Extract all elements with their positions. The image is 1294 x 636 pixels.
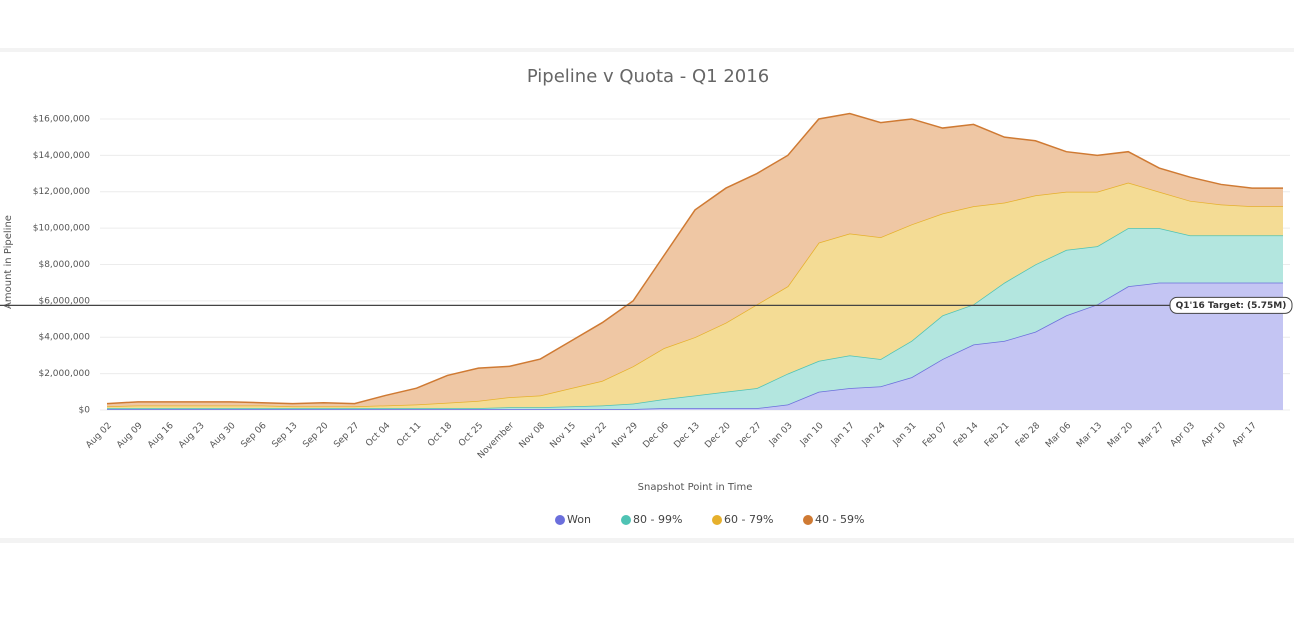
target-label-box bbox=[1169, 296, 1293, 314]
x-tick-label: Sep 27 bbox=[332, 421, 361, 450]
area bbox=[107, 113, 1283, 407]
x-tick-label: Sep 06 bbox=[239, 421, 268, 450]
x-tick-label: Nov 29 bbox=[610, 421, 640, 451]
x-tick-label: Aug 16 bbox=[146, 421, 176, 451]
x-tick-label: Apr 17 bbox=[1231, 421, 1259, 449]
x-axis-title: Snapshot Point in Time bbox=[638, 482, 753, 493]
panel-bottom bbox=[0, 538, 1294, 543]
y-tick-label: $12,000,000 bbox=[33, 187, 91, 197]
y-tick-label: $16,000,000 bbox=[33, 114, 91, 124]
y-axis-title: Amount in Pipeline bbox=[3, 215, 14, 309]
legend-marker bbox=[555, 515, 565, 525]
legend-label: Won bbox=[567, 513, 591, 526]
y-tick-label: $2,000,000 bbox=[38, 369, 90, 379]
legend-marker bbox=[712, 515, 722, 525]
x-tick-label: Aug 02 bbox=[84, 421, 114, 451]
x-tick-label: Oct 04 bbox=[364, 421, 392, 449]
x-tick-label: Nov 08 bbox=[518, 421, 548, 451]
x-tick-label: Dec 13 bbox=[672, 421, 702, 451]
x-tick-label: Oct 25 bbox=[457, 421, 485, 449]
y-tick-label: $0 bbox=[79, 406, 91, 416]
x-tick-label: Mar 06 bbox=[1044, 421, 1073, 450]
x-tick-label: Sep 13 bbox=[270, 421, 299, 450]
y-tick-label: $4,000,000 bbox=[38, 333, 90, 343]
x-tick-label: Dec 06 bbox=[641, 421, 671, 451]
x-tick-label: Jan 17 bbox=[829, 421, 857, 449]
y-tick-label: $14,000,000 bbox=[33, 151, 91, 161]
x-tick-label: Apr 10 bbox=[1200, 421, 1228, 449]
x-tick-label: Oct 18 bbox=[426, 421, 454, 449]
x-tick-label: Apr 03 bbox=[1169, 421, 1197, 449]
legend-label: 40 - 59% bbox=[815, 513, 864, 526]
x-tick-label: Oct 11 bbox=[395, 421, 423, 449]
legend-label: 80 - 99% bbox=[633, 513, 682, 526]
x-tick-label: Nov 15 bbox=[548, 421, 578, 451]
legend-label: 60 - 79% bbox=[724, 513, 773, 526]
x-tick-label: Dec 20 bbox=[703, 421, 733, 451]
x-tick-label: Feb 21 bbox=[983, 421, 1011, 449]
x-tick-label: Jan 31 bbox=[891, 421, 919, 449]
x-tick-label: Aug 09 bbox=[115, 421, 145, 451]
x-tick-label: Feb 14 bbox=[952, 421, 981, 450]
x-tick-label: Sep 20 bbox=[301, 421, 330, 450]
y-tick-label: $10,000,000 bbox=[33, 224, 91, 234]
area bbox=[107, 228, 1283, 410]
area bbox=[107, 282, 1283, 410]
y-tick-label: $6,000,000 bbox=[38, 296, 90, 306]
x-tick-label: Feb 07 bbox=[921, 421, 949, 449]
x-tick-label: Jan 24 bbox=[860, 421, 888, 449]
x-tick-label: Jan 03 bbox=[767, 421, 795, 449]
x-tick-label: Aug 30 bbox=[208, 421, 238, 451]
x-tick-label: Mar 13 bbox=[1075, 421, 1104, 450]
x-tick-label: Dec 27 bbox=[734, 421, 764, 451]
x-tick-label: Feb 28 bbox=[1014, 421, 1043, 450]
chart-title: Pipeline v Quota - Q1 2016 bbox=[527, 66, 769, 87]
area-line bbox=[106, 112, 1283, 405]
x-tick-label: Nov 22 bbox=[579, 421, 609, 451]
panel-top bbox=[0, 48, 1294, 52]
y-tick-label: $8,000,000 bbox=[38, 260, 90, 270]
legend-marker bbox=[621, 515, 631, 525]
x-tick-label: Jan 10 bbox=[798, 421, 826, 449]
area bbox=[107, 182, 1283, 409]
x-tick-label: Mar 20 bbox=[1106, 421, 1135, 450]
legend-marker bbox=[803, 515, 813, 525]
target-label: Q1'16 Target: (5.75M) bbox=[1176, 301, 1287, 311]
x-tick-label: Mar 27 bbox=[1137, 421, 1166, 450]
x-tick-label: Aug 23 bbox=[177, 421, 207, 451]
